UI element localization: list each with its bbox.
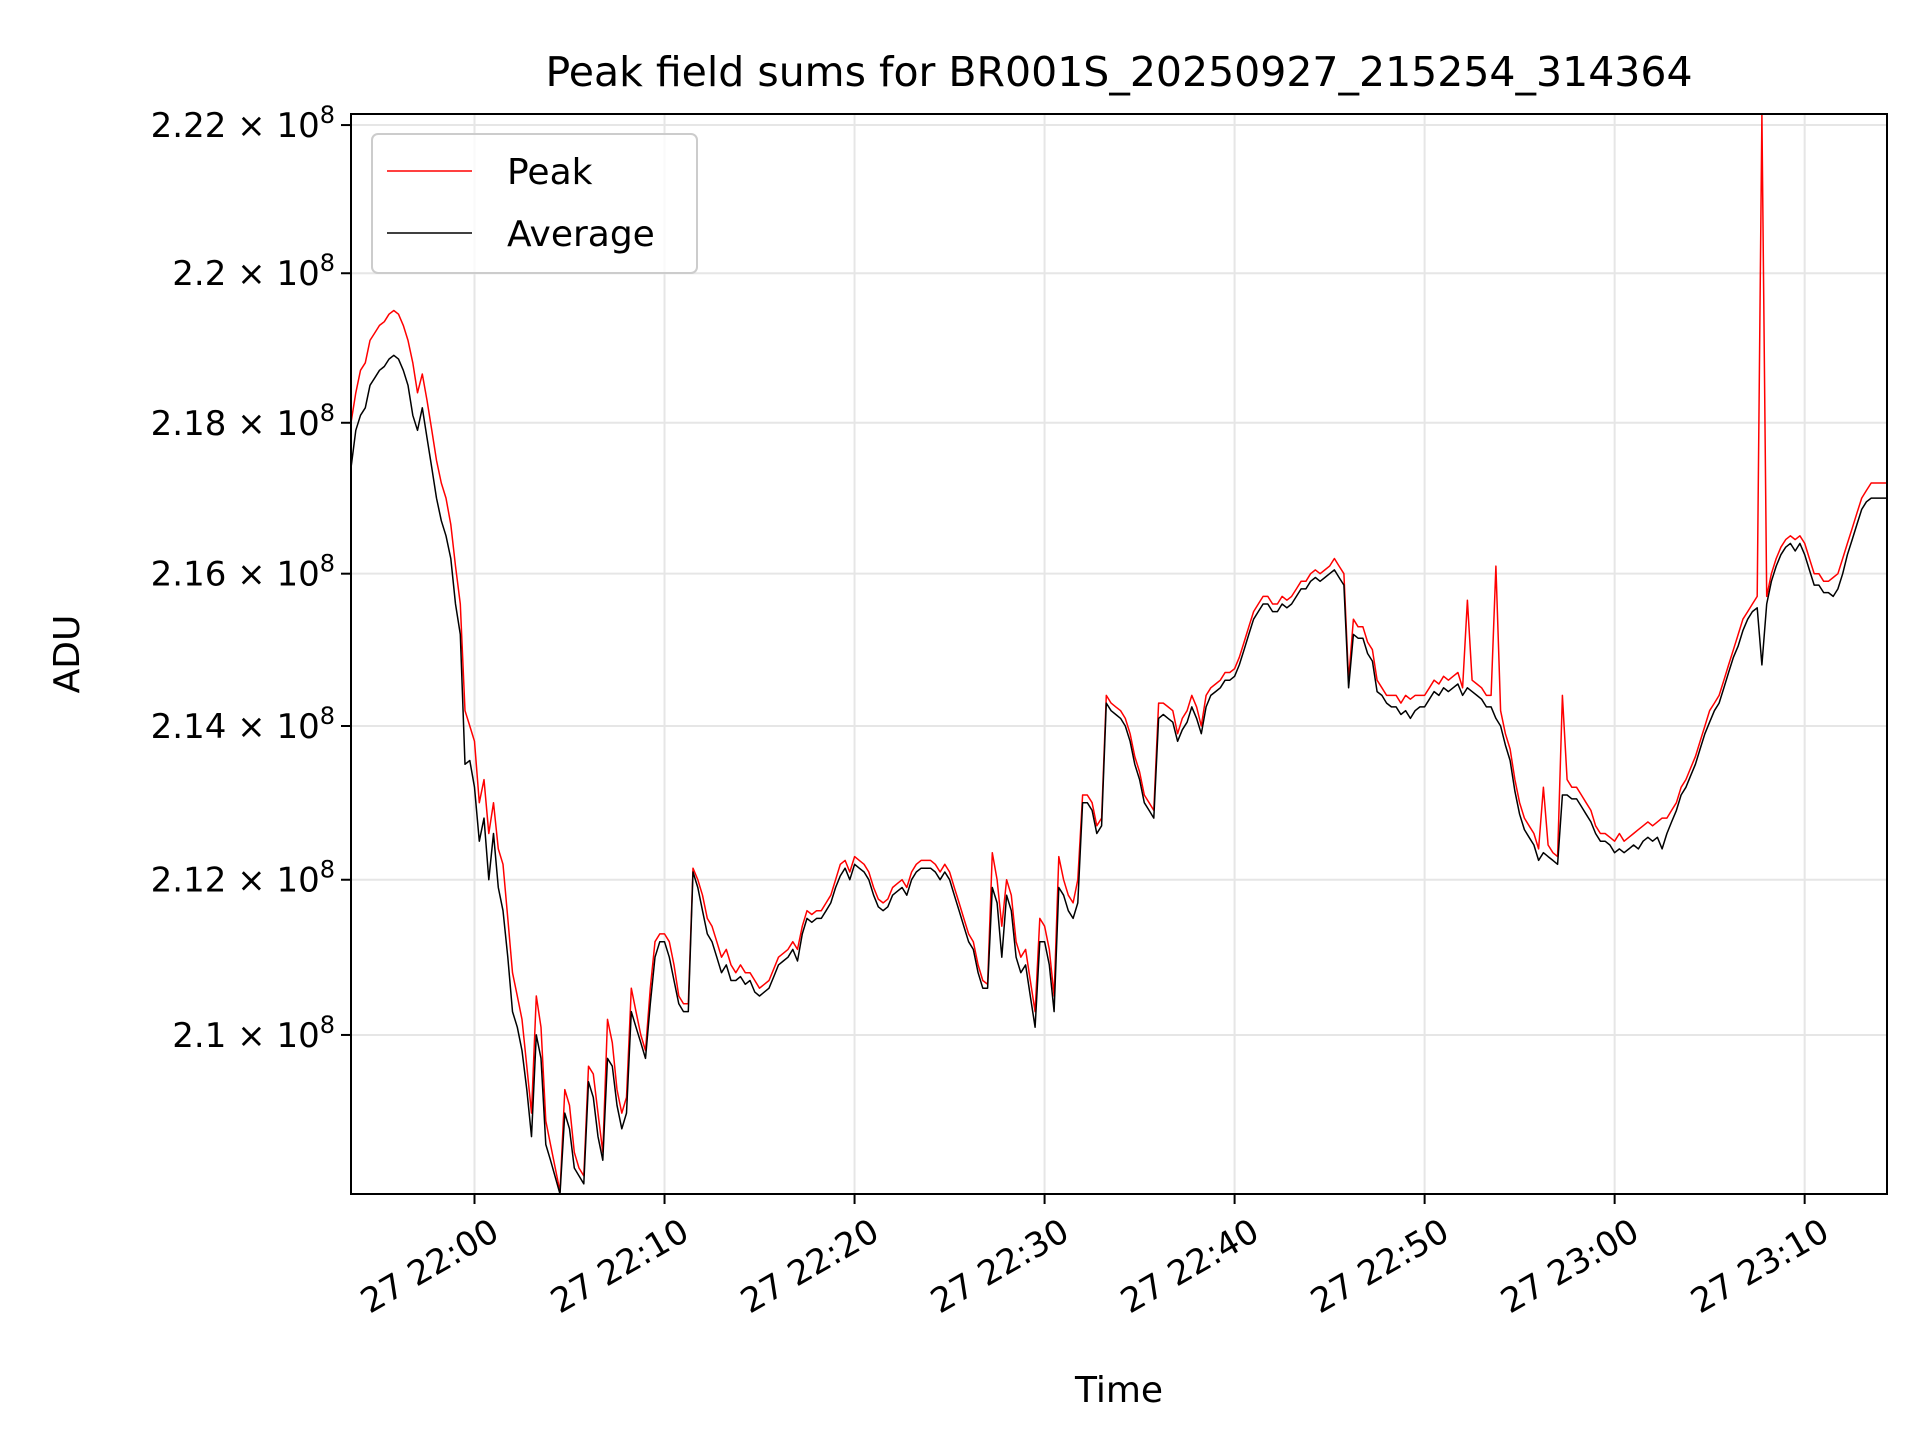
y-tick-label: 2.2 × 108	[172, 249, 335, 294]
legend-average-label: Average	[507, 214, 655, 255]
series-line-peak	[351, 114, 1887, 1193]
y-tick-label: 2.16 × 108	[151, 550, 335, 595]
legend: Peak Average	[371, 133, 698, 274]
series-line-average	[351, 354, 1887, 1194]
legend-peak-label: Peak	[507, 152, 593, 193]
x-axis-label: Time	[1074, 1370, 1163, 1411]
chart-title: Peak field sums for BR001S_20250927_2152…	[545, 48, 1692, 96]
y-axis: 2.1 × 108 2.12 × 108 2.14 × 108 2.16 × 108 2…	[151, 101, 351, 1056]
legend-box	[371, 133, 698, 274]
y-tick-label: 2.1 × 108	[172, 1011, 335, 1056]
series-layer	[351, 114, 1887, 1194]
y-axis-label: ADU	[47, 615, 88, 694]
y-tick-label: 2.14 × 108	[151, 702, 335, 747]
y-tick-label: 2.18 × 108	[151, 399, 335, 444]
plot-frame	[350, 113, 1888, 1195]
y-tick-label: 2.12 × 108	[151, 856, 335, 901]
y-tick-label: 2.22 × 108	[151, 101, 335, 146]
